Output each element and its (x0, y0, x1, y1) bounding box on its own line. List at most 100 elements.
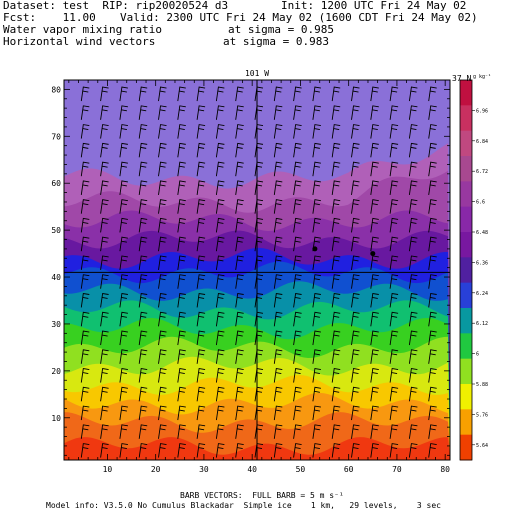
wind-barb (273, 217, 283, 233)
wind-barb (80, 274, 90, 289)
wind-barb (138, 405, 148, 421)
wind-barb (235, 86, 244, 102)
x-tick-label: 10 (103, 465, 113, 474)
wind-barb (273, 274, 283, 289)
wind-barb (119, 405, 128, 421)
x-tick-label: 70 (392, 465, 402, 474)
wind-barb (119, 349, 128, 364)
wind-barb (351, 443, 360, 458)
wind-barb (80, 311, 90, 327)
wind-barb (370, 368, 379, 383)
wind-barb (196, 124, 206, 139)
wind-barb (351, 161, 360, 177)
colorbar-label: 6 (476, 352, 479, 358)
wind-barb (158, 311, 167, 327)
wind-barb (158, 180, 167, 195)
wind-barb (177, 386, 186, 402)
wind-barb (100, 424, 109, 439)
wind-barb (177, 86, 186, 102)
wind-barb (331, 424, 341, 439)
wind-barb (100, 368, 109, 383)
wind-barb (100, 292, 109, 308)
wind-barb (331, 217, 341, 233)
wind-barb (428, 330, 437, 346)
wind-barb (312, 311, 321, 327)
wind-barb (408, 86, 418, 102)
wind-barb (177, 330, 186, 346)
wind-barb (293, 255, 302, 271)
wind-barb (312, 105, 321, 120)
wind-barb (293, 292, 302, 308)
wind-barb (158, 255, 167, 271)
wind-barb (235, 180, 244, 195)
wind-barb (235, 368, 244, 383)
wind-barb (80, 236, 90, 252)
colorbar-swatch (460, 130, 472, 157)
wind-barb (428, 105, 437, 120)
y-tick-label: 10 (51, 414, 61, 423)
wind-barb (119, 142, 128, 158)
wind-barb (428, 349, 437, 364)
wind-barb (370, 142, 379, 158)
wind-barb (215, 86, 225, 102)
wind-barb (331, 199, 341, 214)
wind-barb (293, 274, 302, 289)
wind-barb (196, 217, 206, 233)
wind-barb (408, 236, 418, 252)
wind-barb (80, 199, 90, 214)
wind-barb (138, 443, 148, 458)
wind-barb (80, 349, 90, 364)
wind-barb (100, 180, 109, 195)
wind-barb (80, 292, 90, 308)
wind-barb (389, 368, 399, 383)
wind-barb (331, 330, 341, 346)
wind-barb (158, 86, 167, 102)
wind-barb (428, 311, 437, 327)
wind-barb (331, 86, 341, 102)
wind-barb (138, 330, 148, 346)
wind-barb (138, 161, 148, 177)
wind-barb (215, 199, 225, 214)
wind-barb (293, 368, 302, 383)
wind-barb (293, 424, 302, 439)
y-tick-label: 20 (51, 367, 61, 376)
wind-barb (100, 405, 109, 421)
wind-barb (331, 386, 341, 402)
wind-barb (138, 217, 148, 233)
wind-barb (370, 386, 379, 402)
wind-barb (428, 274, 437, 289)
wind-barb (312, 142, 321, 158)
wind-barb (408, 330, 418, 346)
wind-barb (138, 236, 148, 252)
wind-barb (119, 368, 128, 383)
wind-barb (196, 142, 206, 158)
wind-barb (351, 405, 360, 421)
wind-barb (158, 217, 167, 233)
wind-barb (389, 199, 399, 214)
wind-barb (80, 255, 90, 271)
x-tick-label: 30 (199, 465, 209, 474)
wind-barb (312, 330, 321, 346)
wind-barb (215, 349, 225, 364)
wind-barb (196, 274, 206, 289)
field1-level: at sigma = 0.985 (228, 23, 334, 36)
wind-barb (177, 161, 186, 177)
wind-barb (119, 255, 128, 271)
top-right-label: 37 N (452, 74, 471, 83)
wind-barb (312, 368, 321, 383)
wind-barb (273, 124, 283, 139)
station-marker (370, 251, 376, 257)
wind-barb (80, 386, 90, 402)
colorbar-label: 6.6 (476, 200, 485, 206)
wind-barb (331, 124, 341, 139)
wind-barb (215, 236, 225, 252)
wind-barb (138, 124, 148, 139)
wind-barb (158, 424, 167, 439)
wind-barb (351, 330, 360, 346)
wind-barb (273, 255, 283, 271)
wind-barb (428, 199, 437, 214)
wind-barb (273, 180, 283, 195)
wind-barb (177, 349, 186, 364)
wind-barb (389, 86, 399, 102)
wind-barb (177, 236, 186, 252)
